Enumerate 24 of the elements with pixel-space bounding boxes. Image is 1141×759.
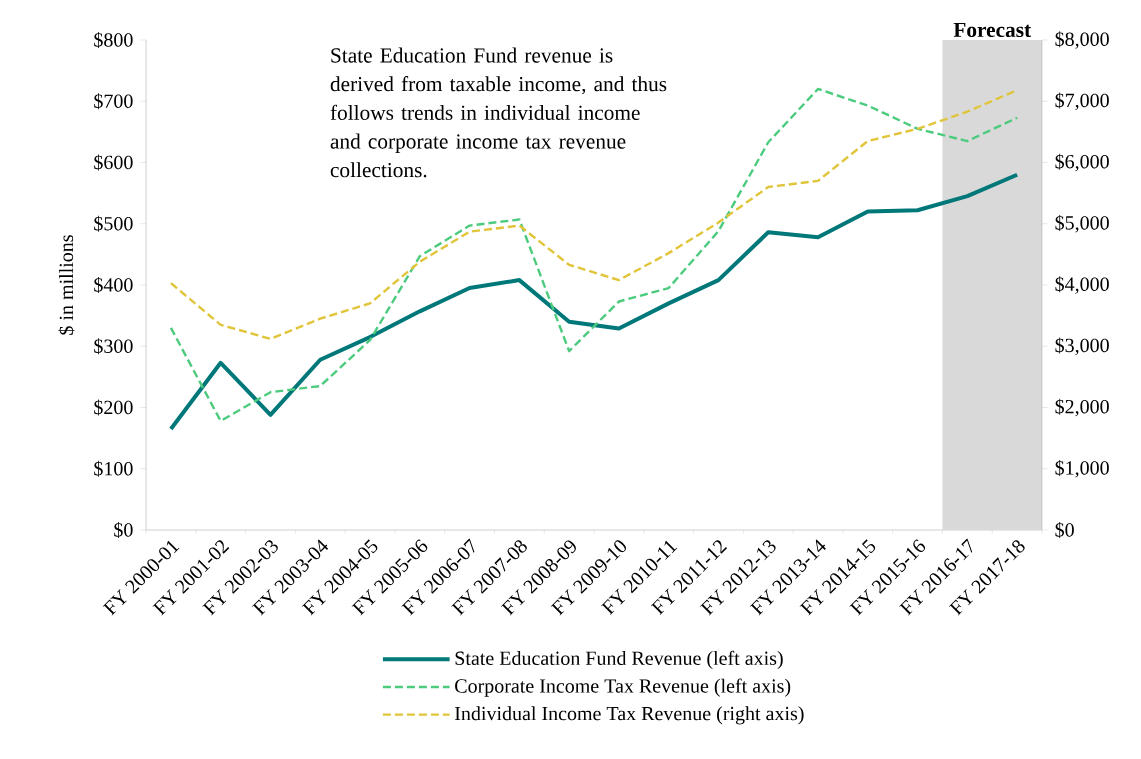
y2-tick-label: $0 — [1055, 522, 1074, 538]
legend-label: State Education Fund Revenue (left axis) — [455, 650, 783, 670]
y2-tick-label: $1,000 — [1055, 459, 1109, 478]
legend-label: Corporate Income Tax Revenue (left axis) — [455, 678, 791, 697]
y-tick-label: $600 — [94, 154, 133, 171]
y2-tick-label: $5,000 — [1055, 214, 1109, 233]
annotation: State Education Fund revenue is derived from taxable income, and thus follows trends in individual income and corporate income tax revenue collections. — [330, 47, 667, 178]
y-axis-title: $ in millions — [58, 235, 75, 335]
y2-tick-label: $7,000 — [1055, 92, 1109, 111]
y2-tick-label: $2,000 — [1055, 398, 1109, 417]
y-tick-label: $0 — [114, 522, 133, 538]
y-tick-label: $400 — [94, 277, 133, 293]
y-tick-label: $300 — [94, 338, 133, 355]
y2-tick-label: $6,000 — [1055, 153, 1109, 172]
legend-label: Individual Income Tax Revenue (right axis) — [454, 706, 804, 725]
y2-tick-label: $3,000 — [1055, 337, 1109, 356]
y-tick-label: $100 — [94, 460, 133, 477]
y2-tick-label: $8,000 — [1055, 31, 1109, 49]
y-tick-label: $700 — [94, 93, 133, 110]
y-tick-label: $200 — [94, 399, 133, 416]
y2-tick-label: $4,000 — [1055, 276, 1109, 294]
band-label: Forecast — [953, 22, 1032, 38]
y-tick-label: $800 — [94, 32, 133, 48]
y-tick-label: $500 — [94, 215, 133, 232]
